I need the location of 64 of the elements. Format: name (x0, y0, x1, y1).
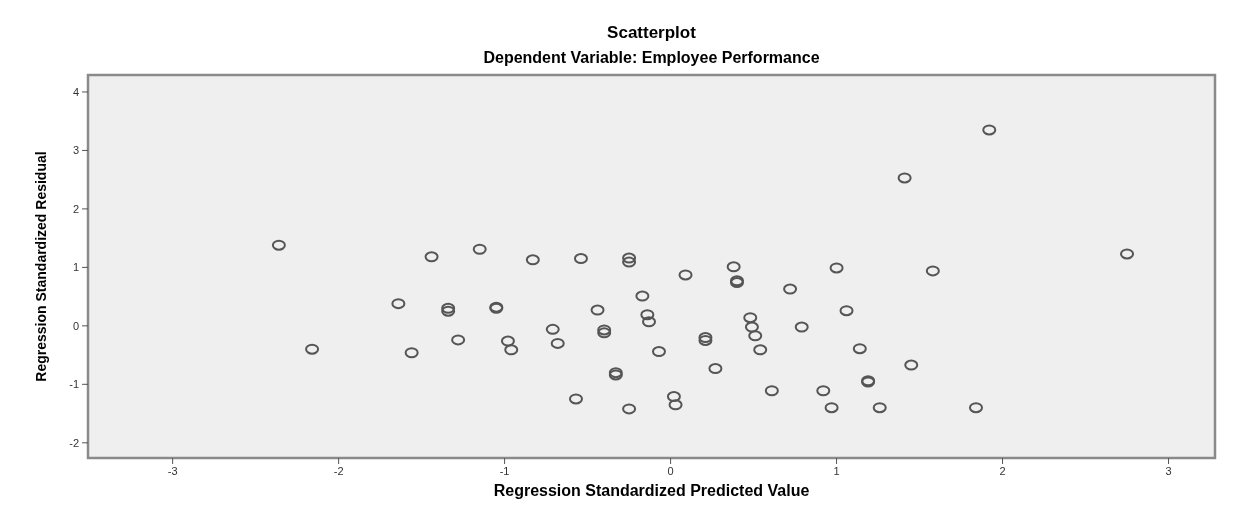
point (904, 359, 919, 371)
point (872, 402, 887, 414)
point (783, 283, 798, 295)
point (753, 344, 768, 356)
point (668, 399, 683, 411)
point (764, 385, 779, 397)
point (708, 363, 723, 375)
point (550, 337, 565, 349)
point (568, 393, 583, 405)
y-tick-label: 4 (72, 85, 79, 98)
point (651, 346, 666, 358)
point (391, 298, 406, 310)
y-tick-label: 0 (72, 319, 79, 332)
point (451, 334, 466, 346)
x-tick-label: 0 (667, 465, 674, 477)
chart-subtitle: Dependent Variable: Employee Performance (483, 49, 820, 66)
point (504, 344, 519, 356)
x-tick-label: 2 (999, 465, 1006, 477)
x-tick-label: -3 (167, 465, 178, 477)
point (794, 321, 809, 333)
point (897, 172, 912, 184)
x-tick-label: -1 (499, 465, 510, 477)
point (271, 239, 286, 251)
point (573, 253, 588, 265)
point (925, 265, 940, 277)
point (404, 347, 419, 359)
point (622, 252, 637, 264)
point (635, 290, 650, 302)
point (472, 243, 487, 255)
y-axis-title: Regression Standardized Residual (33, 151, 49, 382)
point (305, 343, 320, 355)
x-tick-label: -2 (333, 465, 344, 477)
point (852, 343, 867, 355)
point (545, 323, 560, 335)
point (1120, 248, 1135, 260)
point (968, 402, 983, 414)
point (590, 304, 605, 316)
x-axis-title: Regression Standardized Predicted Value (493, 482, 810, 499)
point (816, 385, 831, 397)
point (678, 269, 693, 281)
chart-title: Scatterplot (607, 23, 697, 42)
point (622, 256, 637, 268)
point (748, 330, 763, 342)
point (424, 251, 439, 263)
point (839, 305, 854, 317)
point (642, 316, 657, 328)
point (743, 312, 758, 324)
point (640, 309, 655, 321)
point (829, 262, 844, 274)
y-tick-label: -2 (69, 436, 79, 449)
x-tick-label: 1 (833, 465, 840, 477)
point (824, 402, 839, 414)
point (726, 261, 741, 273)
y-tick-label: 2 (72, 202, 79, 215)
point (500, 335, 515, 347)
point (525, 254, 540, 266)
y-tick-label: -1 (69, 378, 79, 391)
point (666, 391, 681, 403)
point (622, 403, 637, 415)
y-tick-label: 3 (72, 144, 79, 157)
x-tick-label: 3 (1165, 465, 1172, 477)
point (744, 321, 759, 333)
point (982, 124, 997, 136)
y-tick-label: 1 (72, 261, 79, 274)
